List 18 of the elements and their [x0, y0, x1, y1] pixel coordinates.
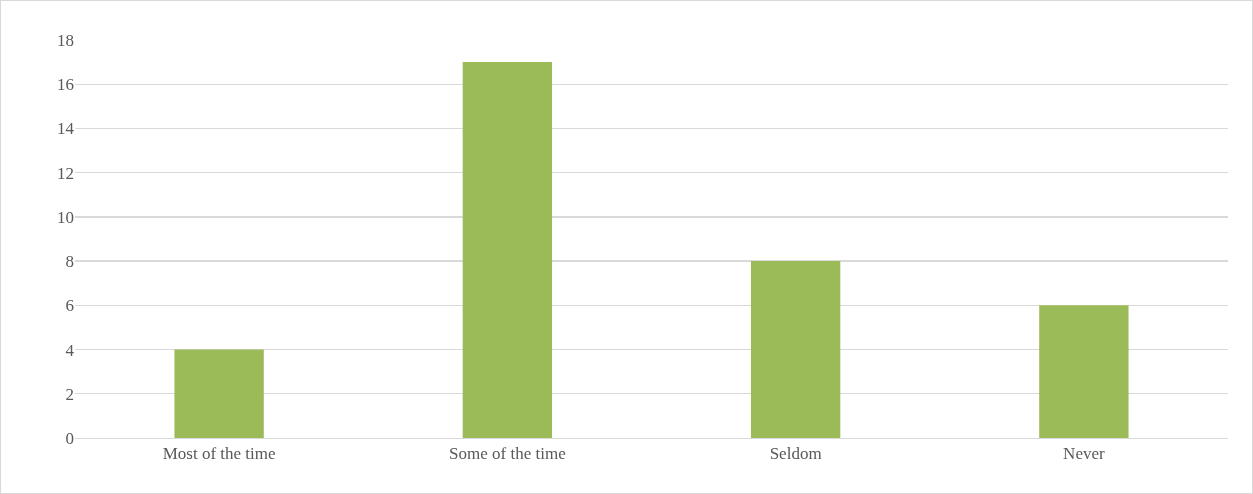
- x-tick-label: Never: [1063, 444, 1105, 464]
- x-tick-label: Most of the time: [162, 444, 276, 464]
- y-tick-label: 2: [65, 384, 74, 404]
- y-tick-label: 8: [65, 252, 74, 272]
- x-tick-label: Seldom: [769, 444, 822, 464]
- y-tick-label: 10: [57, 207, 74, 227]
- bar: [1039, 305, 1129, 438]
- y-tick-label: 6: [65, 296, 74, 316]
- bar: [174, 349, 264, 438]
- y-tick-label: 18: [57, 30, 74, 50]
- x-tick-label: Some of the time: [449, 444, 566, 464]
- bar: [462, 62, 553, 438]
- y-tick-label: 12: [57, 163, 74, 183]
- y-tick-label: 14: [57, 119, 75, 139]
- bar: [750, 261, 841, 438]
- y-tick-label: 0: [65, 428, 74, 448]
- y-tick-label: 16: [57, 75, 74, 95]
- y-tick-label: 4: [65, 340, 75, 360]
